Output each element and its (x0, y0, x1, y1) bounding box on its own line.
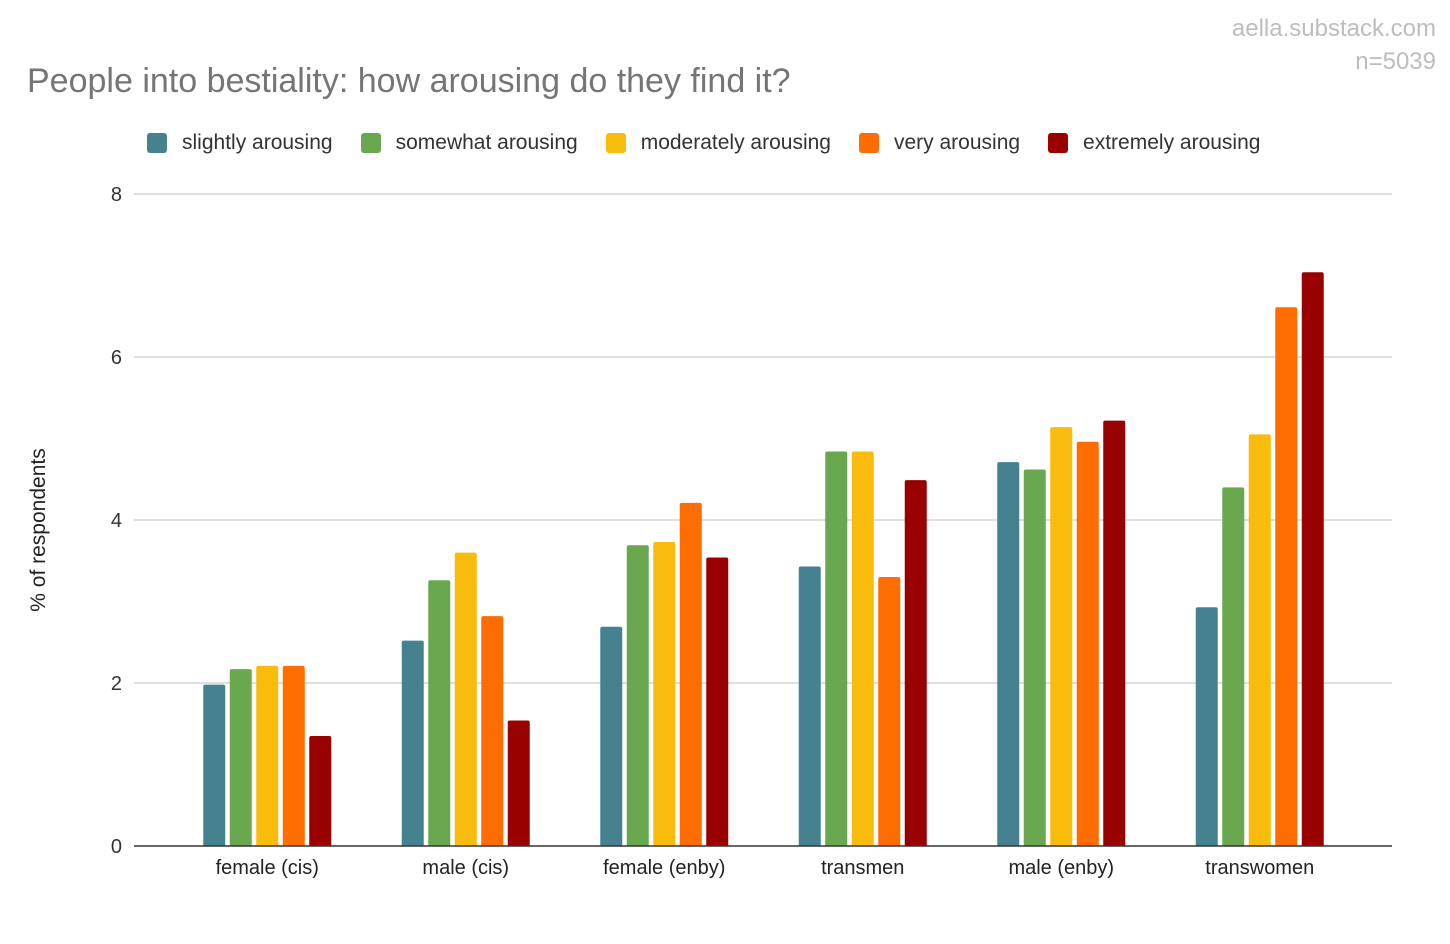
watermark-site: aella.substack.com (1231, 15, 1436, 42)
bar-very-arousing-6 (1275, 307, 1298, 846)
bar-slightly-arousing-6 (1195, 607, 1218, 846)
legend-item: extremely arousing (1048, 131, 1260, 155)
y-tick-label: 2 (111, 673, 122, 695)
bar-somewhat-arousing-1 (229, 669, 252, 846)
legend-label: very arousing (893, 131, 1021, 154)
bar-slightly-arousing-5 (997, 462, 1020, 846)
watermark-sample-size: n=5039 (1355, 48, 1436, 75)
x-category-label: transwomen (1205, 857, 1314, 879)
bar-somewhat-arousing-3 (626, 545, 649, 846)
bar-extremely-arousing-1 (309, 735, 332, 846)
x-category-label: female (enby) (603, 857, 725, 879)
bar-moderately-arousing-6 (1248, 434, 1271, 846)
y-tick-label: 8 (111, 184, 122, 206)
bar-extremely-arousing-2 (507, 720, 530, 846)
y-tick-label: 6 (111, 347, 122, 369)
bar-moderately-arousing-3 (653, 542, 676, 846)
bar-very-arousing-5 (1076, 441, 1099, 846)
bar-slightly-arousing-3 (600, 626, 623, 846)
bar-slightly-arousing-1 (203, 684, 226, 846)
legend-item: somewhat arousing (360, 131, 578, 155)
bar-very-arousing-4 (878, 577, 901, 846)
bar-very-arousing-3 (679, 502, 702, 846)
bar-very-arousing-2 (481, 616, 504, 846)
y-tick-label: 4 (111, 510, 122, 532)
legend-item: very arousing (858, 131, 1021, 155)
y-tick-label: 0 (111, 836, 122, 858)
legend-item: slightly arousing (147, 131, 333, 155)
chart-title: People into bestiality: how arousing do … (27, 62, 791, 100)
bar-moderately-arousing-1 (256, 665, 279, 846)
legend-label: extremely arousing (1083, 131, 1261, 154)
x-category-label: male (cis) (422, 857, 509, 879)
bar-slightly-arousing-4 (798, 566, 821, 846)
bar-extremely-arousing-4 (904, 480, 927, 846)
legend-swatch (147, 133, 167, 153)
bar-moderately-arousing-4 (851, 451, 874, 846)
bar-slightly-arousing-2 (401, 640, 424, 846)
watermark: aella.substack.com n=5039 (1232, 12, 1436, 78)
y-axis-label: % of respondents (27, 448, 50, 611)
bar-somewhat-arousing-2 (428, 580, 451, 846)
chart-legend: slightly arousing somewhat arousing modera… (147, 128, 1288, 158)
legend-label: moderately arousing (640, 131, 831, 154)
bar-extremely-arousing-6 (1301, 272, 1324, 846)
bar-extremely-arousing-5 (1103, 420, 1126, 846)
x-category-label: transmen (821, 857, 904, 879)
legend-swatch (858, 133, 879, 153)
x-category-label: female (cis) (216, 857, 319, 879)
legend-label: somewhat arousing (395, 131, 578, 154)
legend-label: slightly arousing (182, 131, 333, 154)
legend-swatch (1048, 133, 1069, 153)
bar-moderately-arousing-5 (1050, 427, 1073, 846)
legend-swatch (605, 133, 626, 153)
bar-moderately-arousing-2 (454, 552, 477, 846)
bar-very-arousing-1 (282, 665, 305, 846)
bar-somewhat-arousing-6 (1222, 487, 1245, 846)
bar-extremely-arousing-3 (706, 557, 729, 846)
x-category-label: male (enby) (1008, 857, 1114, 879)
bar-somewhat-arousing-4 (825, 451, 848, 846)
legend-item: moderately arousing (605, 131, 831, 155)
legend-swatch (360, 133, 381, 153)
bar-somewhat-arousing-5 (1023, 469, 1046, 846)
